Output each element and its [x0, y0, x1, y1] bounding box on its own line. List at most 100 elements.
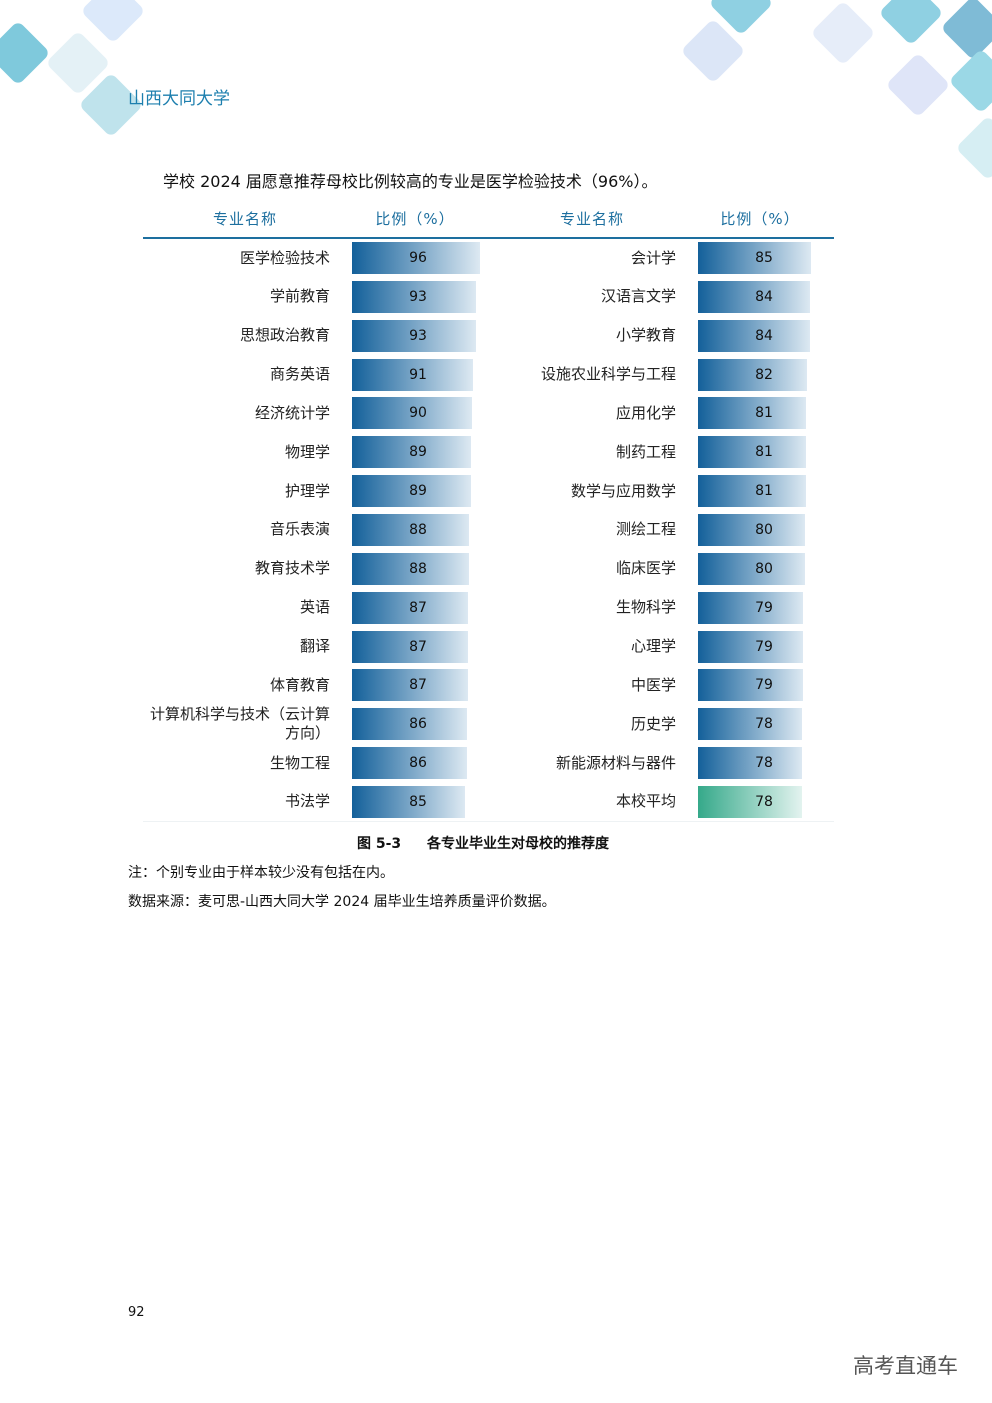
major-name: 商务英语 — [269, 365, 330, 384]
value-label: 78 — [755, 716, 773, 733]
major-name: 小学教育 — [615, 326, 676, 345]
value-label: 89 — [409, 483, 427, 500]
bar — [352, 242, 480, 274]
bar — [352, 591, 468, 624]
bar — [698, 630, 804, 663]
major-name: 中医学 — [630, 675, 676, 694]
value-label: 82 — [755, 366, 773, 383]
major-name: 生物工程 — [269, 753, 330, 772]
intro: 学校 2024 届愿意推荐母校比例较高的专业是医学检验技术（96%）。 — [163, 172, 658, 191]
major-name: 经济统计学 — [254, 403, 330, 422]
decor — [878, 0, 944, 46]
major-name: 设施农业科学与工程 — [540, 365, 676, 384]
major-name: 护理学 — [284, 481, 330, 500]
column-header: 专业名称 — [212, 210, 277, 228]
column-header: 比例（%） — [375, 210, 455, 228]
bar — [352, 513, 470, 546]
major-name: 数学与应用数学 — [570, 481, 676, 500]
major-name: 计算机科学与技术（云计算方向） — [150, 705, 331, 743]
bar — [352, 708, 467, 741]
bar — [698, 513, 805, 546]
major-name: 英语 — [299, 598, 330, 617]
caption-title: 各专业毕业生对母校的推荐度 — [427, 836, 609, 852]
value-label: 85 — [755, 250, 773, 266]
value-label: 78 — [755, 755, 773, 772]
major-name: 历史学 — [630, 714, 676, 733]
value-label: 86 — [409, 755, 427, 772]
bar — [352, 319, 476, 352]
value-label: 84 — [755, 288, 773, 305]
value-label: 88 — [409, 560, 427, 577]
major-name: 体育教育 — [269, 675, 330, 694]
decor — [810, 0, 876, 66]
major-name: 思想政治教育 — [239, 326, 330, 345]
value-label: 93 — [409, 327, 427, 344]
value-label: 96 — [409, 250, 427, 266]
value-label: 81 — [755, 444, 773, 461]
decor — [955, 115, 992, 181]
page-number: 92 — [128, 1305, 145, 1320]
value-label: 79 — [755, 677, 773, 694]
major-name: 应用化学 — [615, 403, 676, 422]
bar — [698, 669, 804, 702]
bar — [352, 552, 470, 585]
major-name: 新能源材料与器件 — [555, 753, 676, 772]
decor — [0, 20, 51, 86]
bar — [698, 475, 806, 508]
note: 数据来源：麦可思-山西大同大学 2024 届毕业生培养质量评价数据。 — [128, 894, 556, 910]
bar — [352, 280, 476, 313]
value-label: 91 — [409, 366, 427, 383]
column-header: 比例（%） — [720, 210, 800, 228]
bar — [352, 475, 471, 508]
value-label: 85 — [409, 793, 427, 810]
major-name: 翻译 — [299, 637, 330, 655]
value-label: 81 — [755, 483, 773, 500]
bar — [698, 358, 808, 391]
bar — [698, 280, 810, 313]
bar — [698, 708, 802, 741]
value-label: 79 — [755, 638, 773, 655]
bar — [698, 242, 812, 274]
watermark: 高考直通车 — [853, 1354, 958, 1378]
bar — [352, 669, 468, 702]
major-name: 本校平均 — [615, 792, 676, 811]
decor — [80, 0, 146, 44]
decor — [885, 52, 951, 118]
value-label: 86 — [409, 716, 427, 733]
column-header: 专业名称 — [559, 210, 624, 228]
major-name: 学前教育 — [269, 287, 330, 306]
value-label: 90 — [409, 405, 427, 422]
value-label: 84 — [755, 327, 773, 344]
major-name: 物理学 — [284, 442, 330, 461]
bar — [698, 436, 806, 469]
header-rule — [143, 237, 834, 239]
school-name: 山西大同大学 — [128, 89, 230, 109]
bar — [698, 397, 806, 430]
decor — [948, 48, 992, 114]
value-label: 81 — [755, 405, 773, 422]
value-label: 89 — [409, 444, 427, 461]
value-label: 80 — [755, 521, 773, 538]
bar — [352, 630, 468, 663]
value-label: 87 — [409, 638, 427, 655]
bar — [352, 358, 474, 391]
major-name: 临床医学 — [615, 559, 676, 578]
bar — [352, 397, 472, 430]
major-name: 教育技术学 — [254, 559, 330, 578]
major-name: 音乐表演 — [269, 520, 330, 539]
major-name: 生物科学 — [615, 598, 676, 617]
major-name: 医学检验技术 — [239, 248, 330, 267]
bar — [698, 785, 802, 818]
bar — [352, 747, 467, 780]
bar — [698, 319, 810, 352]
major-name: 会计学 — [630, 248, 676, 267]
caption-number: 图 5-3 — [357, 836, 402, 852]
table-rule — [143, 821, 834, 822]
value-label: 87 — [409, 677, 427, 694]
bar — [352, 785, 466, 818]
value-label: 87 — [409, 599, 427, 616]
major-name: 书法学 — [284, 792, 330, 811]
value-label: 80 — [755, 560, 773, 577]
bar — [698, 591, 804, 624]
major-name: 制药工程 — [615, 442, 676, 461]
